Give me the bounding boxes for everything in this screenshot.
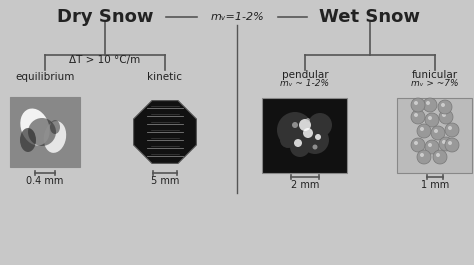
Circle shape — [303, 128, 313, 138]
Circle shape — [426, 101, 430, 105]
Circle shape — [428, 143, 432, 147]
Circle shape — [438, 100, 452, 114]
Circle shape — [439, 137, 453, 151]
Circle shape — [445, 138, 459, 152]
Circle shape — [290, 137, 310, 157]
Ellipse shape — [20, 108, 50, 145]
Circle shape — [441, 103, 445, 107]
Circle shape — [431, 126, 445, 140]
Polygon shape — [134, 101, 196, 164]
Circle shape — [294, 139, 302, 147]
Text: equilibrium: equilibrium — [15, 72, 75, 82]
Circle shape — [312, 144, 318, 149]
Circle shape — [445, 123, 459, 137]
Text: 2 mm: 2 mm — [291, 180, 319, 190]
Circle shape — [417, 124, 431, 138]
Ellipse shape — [44, 121, 66, 153]
Bar — [263, 98, 347, 173]
Text: Wet Snow: Wet Snow — [319, 8, 420, 26]
Circle shape — [411, 138, 425, 152]
Circle shape — [434, 129, 438, 133]
Circle shape — [442, 140, 446, 144]
Circle shape — [277, 112, 313, 148]
Circle shape — [425, 140, 439, 154]
Circle shape — [448, 141, 452, 145]
Circle shape — [420, 127, 424, 131]
Text: ΔT > 10 °C/m: ΔT > 10 °C/m — [69, 55, 141, 65]
Circle shape — [315, 134, 321, 140]
Circle shape — [292, 122, 298, 128]
Circle shape — [423, 98, 437, 112]
Bar — [398, 98, 473, 173]
Circle shape — [301, 126, 329, 154]
Text: funicular: funicular — [412, 70, 458, 80]
Text: kinetic: kinetic — [147, 72, 182, 82]
Circle shape — [414, 113, 418, 117]
Circle shape — [306, 118, 310, 122]
Text: mᵥ > ~7%: mᵥ > ~7% — [411, 78, 459, 87]
Circle shape — [425, 113, 439, 127]
Circle shape — [417, 150, 431, 164]
Circle shape — [433, 150, 447, 164]
Circle shape — [420, 153, 424, 157]
Circle shape — [280, 132, 296, 148]
Text: mᵥ=1-2%: mᵥ=1-2% — [210, 12, 264, 22]
Bar — [10, 97, 80, 167]
Ellipse shape — [50, 120, 60, 134]
Text: mᵥ ~ 1-2%: mᵥ ~ 1-2% — [281, 78, 329, 87]
Circle shape — [308, 113, 332, 137]
Text: pendular: pendular — [282, 70, 328, 80]
Circle shape — [442, 113, 446, 117]
Text: 1 mm: 1 mm — [421, 180, 449, 190]
Circle shape — [448, 126, 452, 130]
Circle shape — [411, 110, 425, 124]
Circle shape — [414, 101, 418, 105]
Circle shape — [28, 118, 56, 146]
Text: 0.4 mm: 0.4 mm — [27, 176, 64, 186]
Circle shape — [411, 98, 425, 112]
Text: Dry Snow: Dry Snow — [57, 8, 153, 26]
Ellipse shape — [20, 128, 36, 152]
Circle shape — [414, 141, 418, 145]
Text: 5 mm: 5 mm — [151, 176, 179, 186]
Circle shape — [436, 153, 440, 157]
Circle shape — [299, 119, 311, 131]
Circle shape — [428, 116, 432, 120]
Circle shape — [439, 110, 453, 124]
